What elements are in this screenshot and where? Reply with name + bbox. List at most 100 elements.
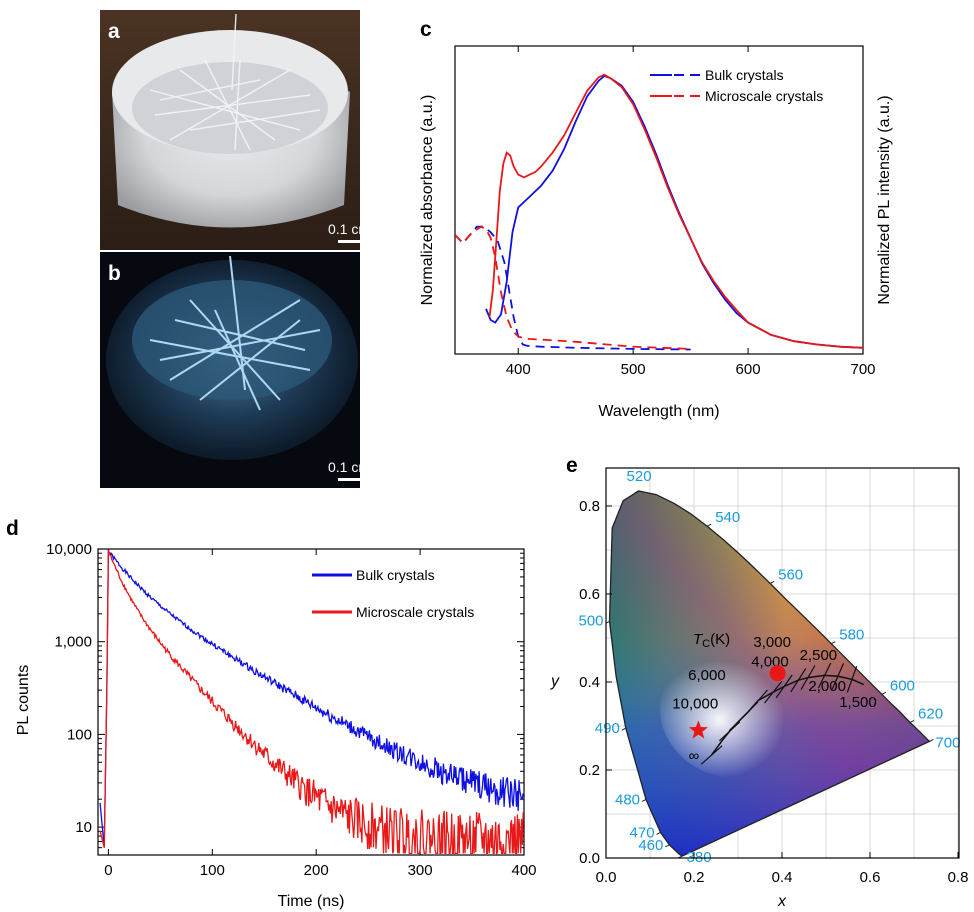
x-tick-label-e: 0.0 bbox=[596, 869, 617, 886]
wavelength-tick-e bbox=[634, 490, 639, 494]
x-axis-label-c: Wavelength (nm) bbox=[598, 403, 719, 420]
isotemp-line bbox=[800, 665, 816, 690]
wavelength-label-e: 470 bbox=[630, 824, 655, 841]
cct-label-e: 10,000 bbox=[672, 695, 718, 712]
wavelength-tick-e bbox=[706, 523, 712, 527]
x-tick-label-d: 200 bbox=[304, 862, 329, 879]
x-tick-label-e: 0.4 bbox=[772, 869, 793, 886]
legend-label-micro-c: Microscale crystals bbox=[705, 88, 823, 104]
x-tick-label-c: 600 bbox=[736, 361, 761, 378]
x-tick-label-e: 0.6 bbox=[860, 869, 881, 886]
wavelength-tick-e bbox=[909, 720, 915, 723]
panel-label-c: c bbox=[420, 18, 432, 41]
cct-label-e: 2,000 bbox=[808, 678, 846, 695]
wavelength-label-e: 480 bbox=[615, 791, 640, 808]
isotemp-line bbox=[718, 721, 741, 742]
legend-label-bulk-d: Bulk crystals bbox=[356, 567, 435, 583]
y-tick-label-d: 1,000 bbox=[54, 634, 92, 651]
wavelength-tick-e bbox=[769, 580, 775, 584]
wavelength-tick-e bbox=[665, 844, 670, 848]
chart-c: c 400 500 600 700 Wavelength (nm) Normalize… bbox=[419, 18, 893, 420]
series-line-d-micro bbox=[99, 549, 524, 855]
wavelength-label-e: 700 bbox=[935, 734, 960, 751]
planckian-title-t: T bbox=[693, 631, 704, 648]
wavelength-tick-e bbox=[656, 832, 661, 835]
y-tick-label-e: 0.2 bbox=[579, 762, 600, 779]
x-tick-label-c: 400 bbox=[506, 361, 531, 378]
panel-label-b: b bbox=[108, 262, 121, 285]
legend-c: Bulk crystals Microscale crystals bbox=[650, 67, 823, 104]
photo-b: b 0.1 cm bbox=[100, 252, 370, 488]
y-tick-label-d: 10 bbox=[75, 819, 92, 836]
isotemp-line bbox=[700, 745, 723, 765]
legend-d: Bulk crystals Microscale crystals bbox=[312, 567, 474, 620]
x-tick-label-c: 700 bbox=[850, 361, 875, 378]
cct-label-e: 3,000 bbox=[753, 634, 791, 651]
scale-bar-b bbox=[338, 478, 360, 481]
y-axis-label-d: PL counts bbox=[15, 665, 32, 736]
x-tick-label-e: 0.2 bbox=[684, 869, 705, 886]
x-axis-label-d: Time (ns) bbox=[278, 893, 345, 910]
series-line-c-pl-bulk bbox=[485, 74, 863, 349]
series-line-c-pl-micro bbox=[488, 73, 863, 349]
y-tick-label-e: 0.4 bbox=[579, 674, 600, 691]
y-axis-label-left-c: Normalized absorbance (a.u.) bbox=[419, 95, 436, 306]
y-tick-label-d: 10,000 bbox=[46, 541, 92, 558]
isotemp-line bbox=[775, 674, 793, 699]
scale-label-b: 0.1 cm bbox=[328, 459, 370, 475]
cct-label-e: 6,000 bbox=[688, 667, 726, 684]
series-line-c-abs-bulk bbox=[455, 225, 691, 351]
series-line-c-abs-micro bbox=[455, 225, 691, 350]
legend-label-bulk-c: Bulk crystals bbox=[705, 67, 784, 83]
legend-label-micro-d: Microscale crystals bbox=[356, 604, 474, 620]
x-tick-label-d: 0 bbox=[104, 862, 112, 879]
x-tick-label-e: 0.8 bbox=[948, 869, 969, 886]
isotemp-line bbox=[748, 689, 768, 712]
y-tick-label-e: 0.0 bbox=[579, 850, 600, 867]
spectral-locus bbox=[608, 490, 931, 857]
wavelength-label-e: 490 bbox=[595, 720, 620, 737]
wavelength-label-e: 520 bbox=[627, 468, 652, 485]
cct-label-e: 1,500 bbox=[839, 694, 877, 711]
wavelength-label-e: 620 bbox=[918, 705, 943, 722]
wavelength-label-e: 380 bbox=[687, 849, 712, 866]
wavelength-tick-e bbox=[881, 691, 887, 695]
plot-frame-c bbox=[454, 45, 864, 355]
y-tick-label-e: 0.6 bbox=[579, 586, 600, 603]
cct-label-e: 2,500 bbox=[800, 647, 838, 664]
scale-label-a: 0.1 cm bbox=[328, 221, 370, 237]
panel-label-a: a bbox=[108, 20, 120, 43]
chart-d: d 0 100 200 300 400 10 100 1,000 10,000 Time (ns… bbox=[6, 517, 537, 910]
wavelength-label-e: 600 bbox=[890, 677, 915, 694]
isotemp-line bbox=[846, 665, 858, 693]
isotemp-line bbox=[764, 680, 783, 704]
cct-label-e: ∞ bbox=[689, 747, 700, 764]
planckian-title-unit: (K) bbox=[710, 631, 730, 648]
plot-frame-e bbox=[605, 467, 960, 859]
wavelength-label-e: 460 bbox=[638, 837, 663, 854]
plot-frame-d bbox=[97, 548, 525, 856]
wavelength-label-e: 580 bbox=[839, 627, 864, 644]
wavelength-label-e: 500 bbox=[578, 612, 603, 629]
x-tick-label-d: 100 bbox=[200, 862, 225, 879]
wavelength-label-e: 540 bbox=[715, 509, 740, 526]
isotemp-line bbox=[831, 663, 845, 690]
x-tick-label-d: 400 bbox=[511, 862, 536, 879]
wavelength-tick-e bbox=[929, 738, 934, 742]
series-line-d-bulk bbox=[99, 549, 524, 848]
x-axis-label-e: x bbox=[777, 893, 787, 910]
scale-bar-a bbox=[338, 240, 360, 243]
planckian-title-sub: C bbox=[702, 638, 710, 650]
wavelength-tick-e bbox=[831, 641, 836, 645]
data-point-circle bbox=[769, 665, 786, 682]
wavelength-label-e: 560 bbox=[778, 566, 803, 583]
isotemp-line bbox=[790, 668, 807, 693]
chart-e: e ∞10,0006,0004,0003,0002,5002,0001,500 … bbox=[550, 454, 968, 910]
y-axis-label-right-c: Normalized PL intensity (a.u.) bbox=[876, 95, 893, 304]
photo-a: a 0.1 cm bbox=[100, 10, 370, 250]
panel-label-e: e bbox=[566, 454, 578, 477]
panel-label-d: d bbox=[6, 517, 19, 540]
wavelength-tick-e bbox=[621, 727, 627, 731]
data-point-star bbox=[688, 720, 708, 739]
